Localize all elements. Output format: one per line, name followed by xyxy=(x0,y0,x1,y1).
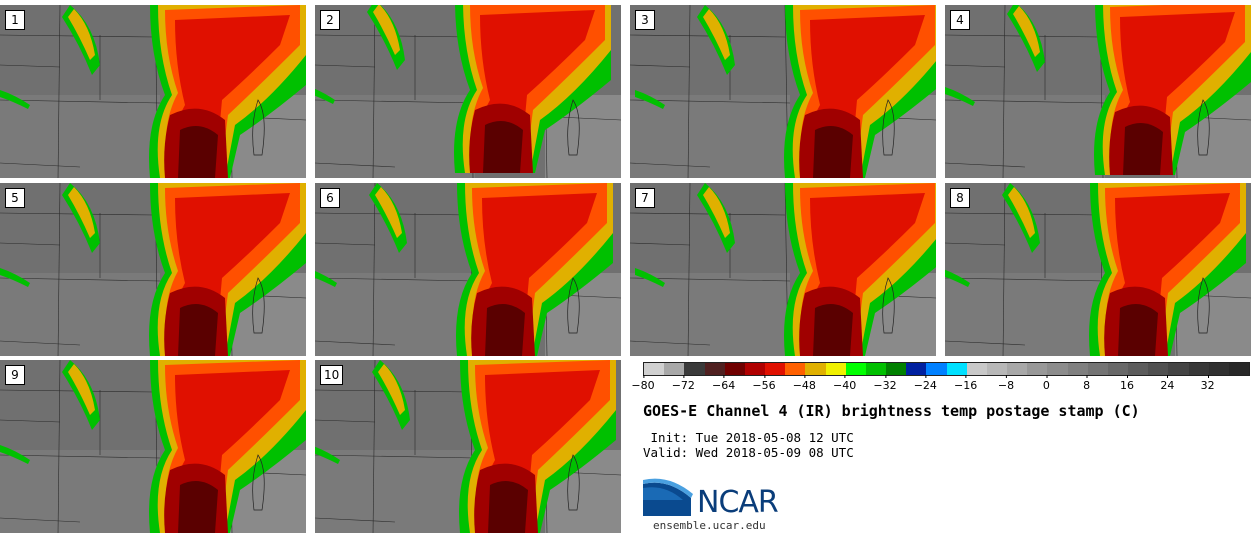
colorbar-tick-label: −24 xyxy=(913,375,937,392)
colorbar-swatch xyxy=(886,363,907,375)
colorbar-swatch xyxy=(1148,363,1169,375)
colorbar-swatch xyxy=(744,363,766,375)
colorbar-swatch xyxy=(906,363,927,375)
colorbar-ticks: −80 −72 −64 −56 −48 −40 −32 −24 −16 −8 0 8 16 24 32 xyxy=(631,375,1248,394)
map-panel-5: 5 xyxy=(0,183,306,356)
colorbar-swatch xyxy=(805,363,826,375)
panel-number-label: 10 xyxy=(320,365,344,385)
panel-number-label: 8 xyxy=(950,188,970,208)
colorbar-swatch xyxy=(1168,363,1189,375)
ir-imagery xyxy=(630,5,936,178)
colorbar-tick-label: −56 xyxy=(752,375,776,392)
panel-number-label: 3 xyxy=(635,10,655,30)
colorbar-swatch xyxy=(926,363,947,375)
colorbar-swatch xyxy=(724,363,745,375)
ir-imagery xyxy=(945,183,1251,356)
colorbar-swatch xyxy=(865,363,887,375)
colorbar-tick-label: −80 xyxy=(631,375,655,392)
ir-imagery xyxy=(315,5,621,178)
colorbar-tick-label: −32 xyxy=(873,375,897,392)
ir-imagery xyxy=(630,183,936,356)
colorbar-tick-label: −72 xyxy=(671,375,695,392)
colorbar-swatch xyxy=(1027,363,1048,375)
map-panel-4: 4 xyxy=(945,5,1251,178)
colorbar-swatch xyxy=(1087,363,1108,375)
valid-time: Valid: Wed 2018-05-09 08 UTC xyxy=(643,445,854,460)
colorbar-tick-label: −64 xyxy=(712,375,736,392)
panel-number-label: 2 xyxy=(320,10,340,30)
panel-number-label: 6 xyxy=(320,188,340,208)
colorbar-tick-label: 24 xyxy=(1160,375,1175,392)
ncar-logo-text: NCAR xyxy=(697,485,779,520)
colorbar-swatch xyxy=(1228,363,1250,375)
colorbar-swatch xyxy=(1007,363,1028,375)
colorbar-swatch xyxy=(664,363,685,375)
colorbar-tick-label: 0 xyxy=(1042,375,1050,392)
ir-imagery xyxy=(315,183,621,356)
colorbar-tick-label: 32 xyxy=(1200,375,1215,392)
colorbar-swatch xyxy=(966,363,987,375)
colorbar-swatch xyxy=(1067,363,1088,375)
ir-imagery xyxy=(0,360,306,533)
colorbar-swatch xyxy=(684,363,705,375)
map-panel-7: 7 xyxy=(630,183,936,356)
colorbar xyxy=(643,362,1250,376)
colorbar-swatch xyxy=(845,363,866,375)
colorbar-swatch xyxy=(1107,363,1129,375)
colorbar-swatch xyxy=(1188,363,1209,375)
map-panel-6: 6 xyxy=(315,183,621,356)
colorbar-swatch xyxy=(825,363,846,375)
map-panel-3: 3 xyxy=(630,5,936,178)
map-panel-9: 9 xyxy=(0,360,306,533)
colorbar-swatch xyxy=(986,363,1008,375)
ir-imagery xyxy=(0,5,306,178)
init-time: Init: Tue 2018-05-08 12 UTC xyxy=(643,430,854,445)
panel-number-label: 1 xyxy=(5,10,25,30)
colorbar-swatch xyxy=(644,363,665,375)
colorbar-tick-label: −40 xyxy=(833,375,857,392)
map-panel-1: 1 xyxy=(0,5,306,178)
colorbar-tick-label: 8 xyxy=(1083,375,1091,392)
map-panel-10: 10 xyxy=(315,360,621,533)
panel-number-label: 5 xyxy=(5,188,25,208)
map-panel-2: 2 xyxy=(315,5,621,178)
source-url: ensemble.ucar.edu xyxy=(653,519,766,532)
ir-imagery xyxy=(315,360,621,533)
colorbar-swatch xyxy=(1047,363,1068,375)
colorbar-swatch xyxy=(765,363,786,375)
ncar-logo-icon xyxy=(643,478,693,516)
colorbar-swatch xyxy=(704,363,725,375)
map-panel-8: 8 xyxy=(945,183,1251,356)
colorbar-tick-label: 16 xyxy=(1120,375,1134,392)
colorbar-tick-label: −8 xyxy=(997,375,1015,392)
ir-imagery xyxy=(945,5,1251,178)
figure-title: GOES-E Channel 4 (IR) brightness temp po… xyxy=(643,402,1140,420)
panel-number-label: 7 xyxy=(635,188,655,208)
colorbar-swatch xyxy=(785,363,806,375)
panel-number-label: 4 xyxy=(950,10,970,30)
colorbar-swatch xyxy=(946,363,967,375)
colorbar-tick-label: −16 xyxy=(954,375,978,392)
colorbar-swatch xyxy=(1128,363,1149,375)
ir-imagery xyxy=(0,183,306,356)
colorbar-swatch xyxy=(1208,363,1229,375)
colorbar-tick-label: −48 xyxy=(792,375,816,392)
panel-number-label: 9 xyxy=(5,365,25,385)
